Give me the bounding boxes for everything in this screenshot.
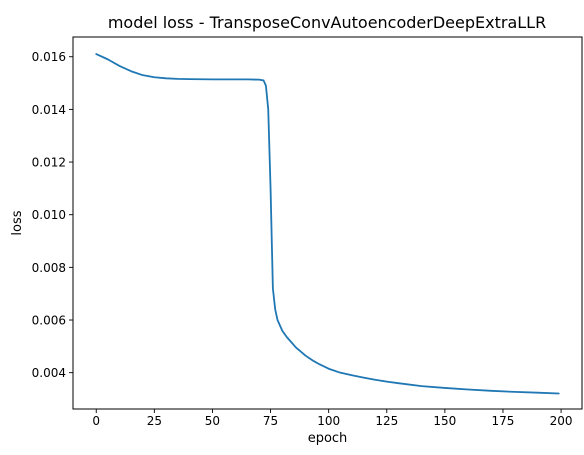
x-tick-label: 125 — [375, 414, 398, 428]
x-tick-label: 0 — [92, 414, 100, 428]
plot-area-frame — [72, 36, 583, 410]
series-line-loss — [95, 53, 560, 395]
x-tick-label: 25 — [147, 414, 162, 428]
y-tick-label: 0.008 — [32, 261, 66, 275]
x-tick-label: 200 — [550, 414, 573, 428]
y-tick-label: 0.012 — [32, 156, 66, 170]
chart-title: model loss - TransposeConvAutoencoderDee… — [108, 13, 546, 32]
y-tick-label: 0.014 — [32, 103, 66, 117]
x-tick-label: 50 — [205, 414, 220, 428]
x-axis-label: epoch — [308, 431, 348, 446]
x-tick-label: 100 — [317, 414, 340, 428]
y-tick-label: 0.016 — [32, 50, 66, 64]
x-tick-label: 75 — [263, 414, 278, 428]
y-axis-label: loss — [10, 210, 25, 235]
x-tick-label: 175 — [492, 414, 515, 428]
y-tick-label: 0.010 — [32, 208, 66, 222]
y-tick-label: 0.004 — [32, 366, 66, 380]
y-tick-label: 0.006 — [32, 314, 66, 328]
axis-ticks: 0 25 50 75 100 125 150 175 200 0.004 0.006 0.008 0.0… — [32, 50, 573, 428]
x-tick-label: 150 — [433, 414, 456, 428]
series-lines — [95, 53, 560, 395]
